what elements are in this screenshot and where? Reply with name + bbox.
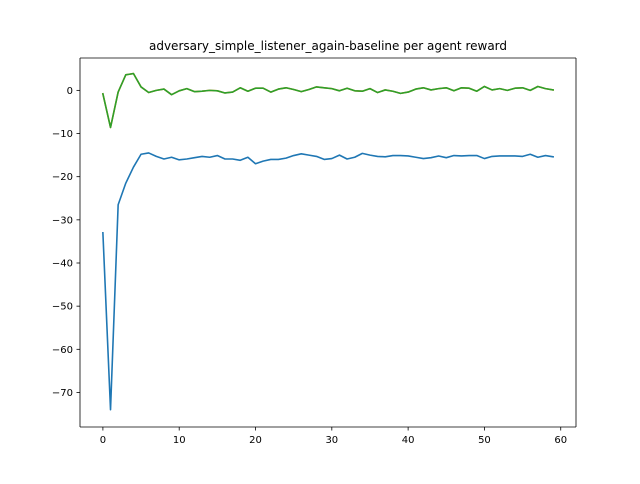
y-tick-label: −40 [52,259,73,270]
series-layer [101,72,555,411]
x-tick-label: 50 [478,435,491,446]
y-tick-label: −20 [52,172,73,183]
series-line-1 [102,152,555,411]
y-tick-label: −70 [52,388,73,399]
y-tick-label: −10 [52,129,73,140]
y-tick-label: −30 [52,215,73,226]
x-tick-label: 60 [554,435,567,446]
axes-layer: 0 10 20 30 40 50 60 0 −10 −20 −30 −40 −50 −60 −70 [52,57,577,446]
y-tick-label: 0 [67,86,73,97]
chart-title: adversary_simple_listener_again-baseline… [149,39,507,53]
series-line-3 [101,72,555,129]
x-tick-label: 40 [402,435,415,446]
x-tick-label: 10 [173,435,186,446]
x-tick-label: 20 [249,435,262,446]
x-tick-label: 0 [100,435,106,446]
y-tick-label: −60 [52,345,73,356]
y-tick-label: −50 [52,302,73,313]
x-tick-label: 30 [325,435,338,446]
